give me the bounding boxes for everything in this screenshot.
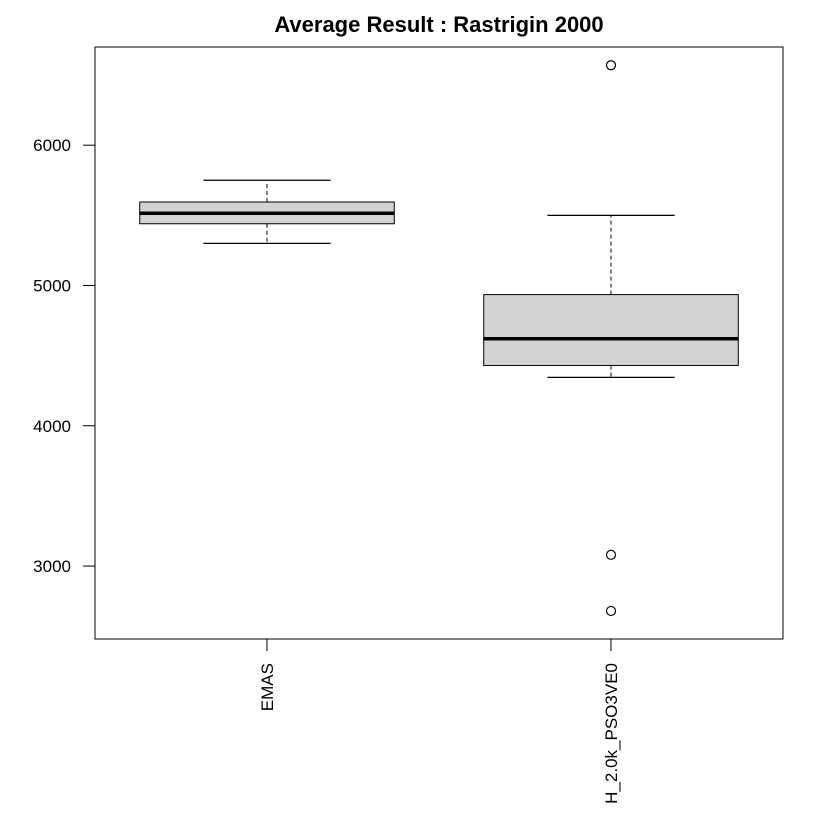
outlier-point bbox=[605, 605, 617, 617]
y-axis: 3000 4000 5000 6000 bbox=[33, 136, 96, 576]
category-label: H_2.0k_PSO3VE0 bbox=[602, 663, 621, 804]
box-group bbox=[139, 179, 395, 244]
iqr-box bbox=[483, 294, 739, 366]
y-tick-label: 6000 bbox=[33, 136, 71, 155]
chart-title: Average Result : Rastrigin 2000 bbox=[274, 12, 603, 37]
y-tick-label: 3000 bbox=[33, 557, 71, 576]
x-axis: EMAS H_2.0k_PSO3VE0 bbox=[258, 639, 621, 804]
boxes bbox=[139, 60, 739, 617]
box-group bbox=[483, 60, 739, 617]
outlier-point bbox=[605, 549, 617, 560]
y-tick-label: 4000 bbox=[33, 417, 71, 436]
outlier-point bbox=[605, 60, 617, 71]
y-tick-label: 5000 bbox=[33, 276, 71, 295]
category-label: EMAS bbox=[258, 663, 277, 711]
